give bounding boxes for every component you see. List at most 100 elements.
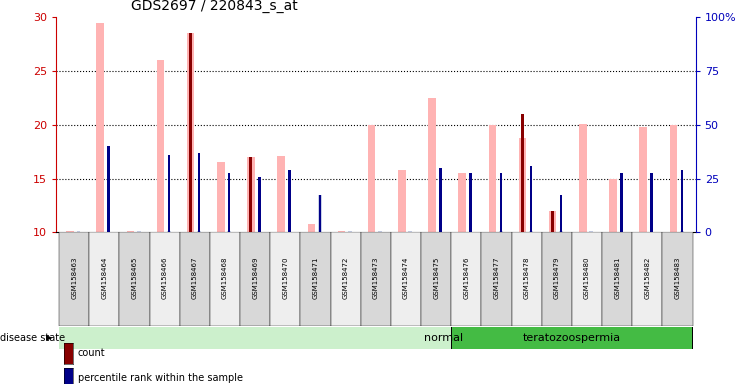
Text: GSM158472: GSM158472 [343,256,349,299]
Text: percentile rank within the sample: percentile rank within the sample [78,373,243,383]
Bar [560,231,563,232]
Bar [500,173,502,232]
Bar [59,232,89,326]
Text: GSM158466: GSM158466 [162,256,168,299]
Bar [288,231,292,232]
Bar [198,153,200,232]
Bar [368,125,375,232]
Bar [619,231,623,232]
Bar [551,211,554,232]
Bar [482,232,512,326]
Bar [572,232,602,326]
Bar [632,232,663,326]
Bar [107,231,111,232]
Bar [250,157,253,232]
Text: GSM158480: GSM158480 [584,256,590,299]
Bar [651,173,653,232]
Bar [391,232,421,326]
Bar [549,211,557,232]
Bar [228,173,230,232]
Bar [439,168,441,232]
Bar [120,232,150,326]
Bar [521,114,524,232]
Bar [337,231,346,232]
Text: GSM158473: GSM158473 [373,256,379,299]
Bar [257,231,261,232]
Bar [150,232,180,326]
Bar [438,231,442,232]
Bar [108,146,110,232]
Text: GSM158483: GSM158483 [675,256,681,299]
Bar [126,231,134,232]
Bar [240,232,270,326]
Text: teratozoospermia: teratozoospermia [523,333,621,343]
Text: GSM158475: GSM158475 [433,256,439,299]
Bar [542,232,572,326]
Bar [96,23,104,232]
Bar [59,327,451,349]
Text: GSM158479: GSM158479 [554,256,560,299]
Bar [189,33,192,232]
Bar [488,125,496,232]
Bar [452,327,693,349]
Text: GSM158482: GSM158482 [644,256,650,299]
Bar [67,231,74,232]
Bar [459,173,466,232]
Bar [663,232,693,326]
Text: GSM158478: GSM158478 [524,256,530,299]
Bar [217,162,224,232]
Text: ▶: ▶ [46,333,52,343]
Bar [579,124,586,232]
Bar [518,138,527,232]
Bar [289,170,291,232]
Bar [560,195,562,232]
Bar [378,231,382,232]
Bar [318,195,322,232]
Bar [319,195,321,232]
Text: GSM158469: GSM158469 [252,256,258,299]
Bar [89,232,120,326]
Text: GSM158474: GSM158474 [403,256,409,299]
Bar [470,173,472,232]
Bar [512,232,542,326]
Text: GSM158468: GSM158468 [222,256,228,299]
Bar [602,232,632,326]
Bar [681,170,683,232]
Bar [530,166,532,232]
Bar [167,231,171,232]
Text: count: count [78,348,105,358]
Bar [197,231,201,232]
Bar [210,232,240,326]
Bar [137,231,141,232]
Bar [258,177,260,232]
Text: disease state: disease state [0,333,65,343]
Bar [270,232,301,326]
Bar [168,155,170,232]
Bar [247,157,255,232]
Bar [301,232,331,326]
Bar [620,173,622,232]
Bar [227,231,231,232]
Bar [187,33,194,232]
Text: GSM158476: GSM158476 [463,256,470,299]
Text: GSM158470: GSM158470 [282,256,289,299]
Bar [428,98,436,232]
Text: GSM158465: GSM158465 [132,256,138,299]
Bar [650,189,654,232]
Bar [278,156,285,232]
Bar [157,60,165,232]
Bar [398,170,405,232]
Text: GDS2697 / 220843_s_at: GDS2697 / 220843_s_at [131,0,298,13]
Bar [408,231,412,232]
Bar [361,232,391,326]
Text: GSM158471: GSM158471 [313,256,319,299]
Bar [76,231,80,232]
Text: GSM158463: GSM158463 [71,256,77,299]
Bar [640,127,647,232]
Bar [348,231,352,232]
Text: GSM158477: GSM158477 [494,256,500,299]
Bar [669,125,677,232]
Text: GSM158464: GSM158464 [102,256,108,299]
Bar [469,231,473,232]
Text: GSM158481: GSM158481 [614,256,620,299]
